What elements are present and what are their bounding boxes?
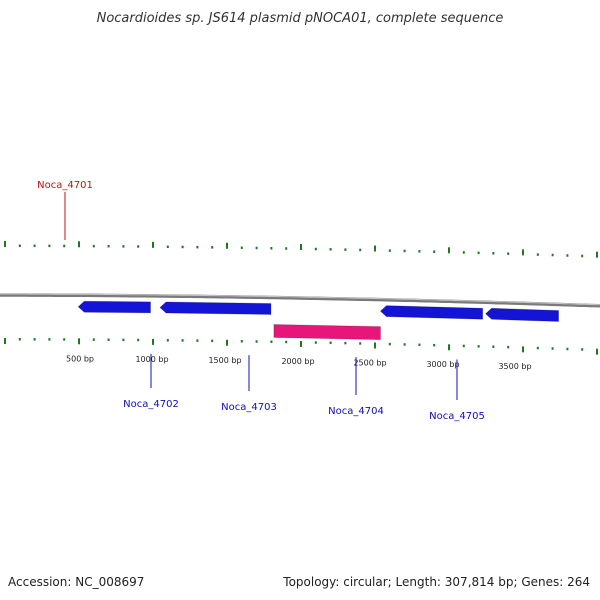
- scale-label: 500 bp: [66, 354, 94, 363]
- inner-tick-track: [4, 338, 598, 355]
- outer-tick-track: [4, 241, 598, 258]
- scale-labels: 500 bp 1000 bp 1500 bp 2000 bp 2500 bp 3000 b…: [66, 354, 532, 371]
- gene-arrow: [379, 305, 484, 320]
- plasmid-backbone: [0, 293, 600, 308]
- backbone-line: [0, 293, 600, 308]
- scale-label: 1000 bp: [135, 355, 168, 364]
- gene-arrow: [77, 300, 151, 314]
- summary-text: Topology: circular; Length: 307,814 bp; …: [282, 575, 590, 589]
- gene-arrow: [273, 324, 381, 341]
- accession-text: Accession: NC_008697: [8, 575, 144, 589]
- scale-label: 2500 bp: [353, 358, 386, 367]
- scale-label: 3000 bp: [426, 360, 459, 369]
- gene-track: [77, 300, 559, 341]
- gene-label: Noca_4704: [328, 406, 384, 417]
- scale-label: 2000 bp: [281, 357, 314, 366]
- scale-label: 1500 bp: [208, 356, 241, 365]
- backbone-highlight: [0, 293, 600, 306]
- gene-label: Noca_4701: [37, 180, 93, 191]
- scale-label: 3500 bp: [498, 362, 531, 371]
- map-title: Nocardioides sp. JS614 plasmid pNOCA01, …: [97, 11, 504, 26]
- gene-label: Noca_4705: [429, 411, 485, 422]
- gene-labels: Noca_4701 Noca_4702 Noca_4703 Noca_4704 Noca…: [37, 180, 485, 422]
- gene-arrow: [485, 307, 559, 322]
- gene-label: Noca_4702: [123, 399, 179, 410]
- gene-label: Noca_4703: [221, 402, 277, 413]
- gene-arrow: [159, 301, 272, 315]
